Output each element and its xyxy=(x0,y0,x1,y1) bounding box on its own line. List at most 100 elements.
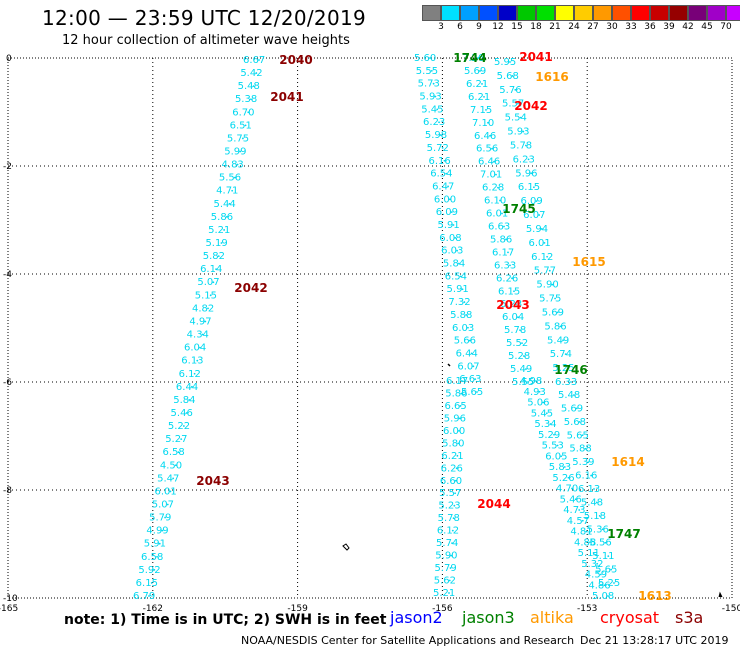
track-point xyxy=(207,307,209,310)
track-point xyxy=(209,294,212,297)
latitude-label: -4 xyxy=(3,270,12,280)
wave-height-value: 6.00 xyxy=(434,194,456,205)
wave-height-value: 5.90 xyxy=(536,280,558,291)
track-point xyxy=(239,150,242,153)
track-point xyxy=(562,339,564,342)
map-grid xyxy=(7,57,733,599)
legend-swatch xyxy=(536,5,555,21)
track-point xyxy=(505,238,507,241)
wave-height-value: 5.79 xyxy=(149,513,171,524)
track-point xyxy=(592,552,595,554)
legend-color-bar xyxy=(422,5,740,21)
satellite-legend-cryosat: cryosat xyxy=(600,608,660,627)
pass-time-label: 1616 xyxy=(535,70,568,84)
track-point xyxy=(493,160,495,163)
wave-height-value: 5.45 xyxy=(421,104,443,115)
wave-height-value: 5.56 xyxy=(219,173,241,184)
wave-height-value: 6.01 xyxy=(154,486,176,497)
track-point xyxy=(236,163,239,166)
track-point xyxy=(215,268,217,271)
longitude-label: -153 xyxy=(577,604,597,614)
wave-height-value: 6.08 xyxy=(439,233,461,244)
wave-height-value: 6.14 xyxy=(200,264,222,275)
pass-time-label: 1746 xyxy=(554,363,587,377)
track-point xyxy=(613,582,615,584)
track-point xyxy=(581,519,584,522)
wave-height-value: 4.70 xyxy=(556,484,578,495)
track-point xyxy=(448,579,451,582)
wave-height-value: 5.94 xyxy=(526,224,548,235)
wave-height-value: 5.55 xyxy=(512,377,534,388)
wave-height-value: 6.07 xyxy=(457,361,479,372)
wave-height-value: 4.86 xyxy=(588,580,610,591)
wave-height-value: 5.46 xyxy=(171,408,193,419)
track-point xyxy=(474,378,477,381)
wave-height-value: 5.66 xyxy=(454,336,476,347)
track-point xyxy=(523,355,525,357)
wave-height-value: 5.38 xyxy=(235,94,257,105)
longitude-label: -150 xyxy=(722,604,740,614)
wave-height-value: 6.04 xyxy=(502,312,524,323)
wave-height-value: 4.99 xyxy=(146,526,168,537)
track-point xyxy=(158,542,161,545)
wave-height-value: 5.78 xyxy=(504,325,526,336)
wave-height-value: 4.97 xyxy=(189,316,211,327)
track-point xyxy=(485,108,487,111)
wave-height-value: 5.11 xyxy=(578,548,600,559)
track-point xyxy=(495,173,497,176)
wave-height-value: 5.28 xyxy=(508,351,530,362)
wave-height-value: 5.78 xyxy=(510,140,532,151)
legend-swatch xyxy=(460,5,479,21)
track-point xyxy=(231,189,234,192)
wave-height-value: 5.25 xyxy=(552,363,574,374)
track-point xyxy=(532,186,535,189)
legend-tick-label: 33 xyxy=(625,22,637,32)
wave-height-value: 5.68 xyxy=(497,71,519,82)
track-point xyxy=(517,316,519,319)
map-frame xyxy=(7,57,733,599)
track-point xyxy=(188,399,191,401)
wave-height-value: 4.98 xyxy=(520,376,542,387)
track-point xyxy=(448,198,451,201)
wave-height-value: 5.44 xyxy=(213,199,235,210)
track-point xyxy=(545,412,548,415)
island-shape xyxy=(447,363,451,367)
wave-height-value: 6.13 xyxy=(181,356,203,367)
wave-height-value: 5.90 xyxy=(435,551,457,562)
track-point xyxy=(593,488,595,490)
wave-height-value: 6.09 xyxy=(436,207,458,218)
track-point xyxy=(501,212,503,215)
track-point xyxy=(456,454,459,457)
track-point xyxy=(584,447,587,450)
pass-time-label: 2041 xyxy=(519,50,552,64)
wave-height-value: 6.17 xyxy=(492,247,514,258)
wave-height-value: 5.91 xyxy=(447,284,469,295)
track-point xyxy=(459,405,462,407)
pass-time-label: 1745 xyxy=(502,202,535,216)
wave-height-value: 5.91 xyxy=(144,539,166,550)
track-point xyxy=(438,121,440,124)
wave-height-value: 5.07 xyxy=(152,499,174,510)
track-point xyxy=(589,541,591,544)
track-point xyxy=(439,134,442,136)
wave-height-value: 6.65 xyxy=(444,401,466,412)
legend-tick-label: 9 xyxy=(476,22,482,32)
island-marks xyxy=(342,363,723,598)
track-point xyxy=(458,417,461,420)
track-point xyxy=(521,342,523,345)
track-point xyxy=(455,467,458,470)
track-point xyxy=(156,555,158,558)
wave-height-value: 5.48 xyxy=(558,390,580,401)
wave-height-value: 6.28 xyxy=(482,183,504,194)
latitude-label: -2 xyxy=(3,162,12,172)
track-point xyxy=(497,186,499,189)
wave-height-value: 5.25 xyxy=(598,578,620,589)
wave-height-value: 6.23 xyxy=(500,299,522,310)
pass-time-label: 2043 xyxy=(496,298,529,312)
track-point xyxy=(483,95,485,98)
pass-time-label: 2040 xyxy=(279,53,312,67)
wave-height-value: 6.05 xyxy=(545,451,567,462)
wave-height-value: 5.47 xyxy=(157,473,179,484)
track-point xyxy=(509,264,511,267)
